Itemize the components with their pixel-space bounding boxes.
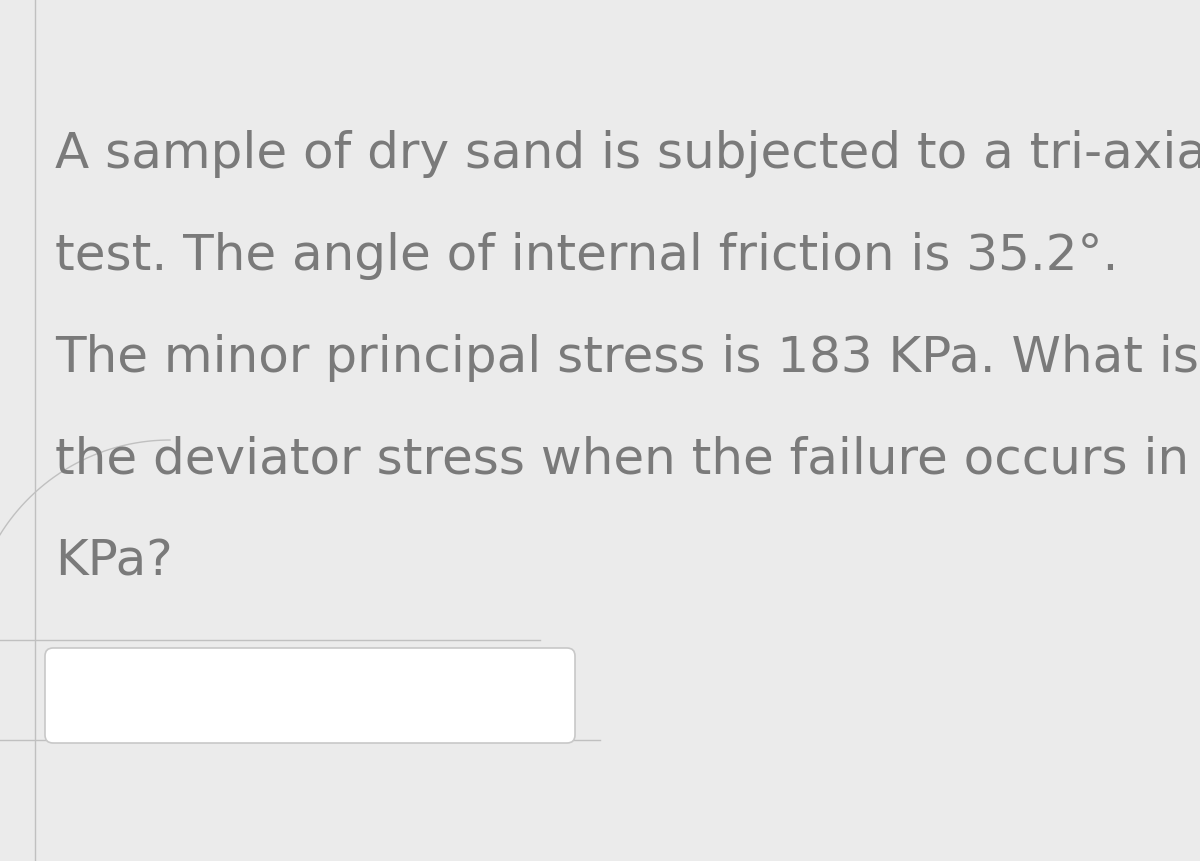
FancyBboxPatch shape: [46, 648, 575, 743]
Text: KPa?: KPa?: [55, 538, 173, 586]
Text: the deviator stress when the failure occurs in: the deviator stress when the failure occ…: [55, 436, 1189, 484]
Text: A sample of dry sand is subjected to a tri-axial: A sample of dry sand is subjected to a t…: [55, 130, 1200, 178]
Text: test. The angle of internal friction is 35.2°.: test. The angle of internal friction is …: [55, 232, 1118, 280]
Text: The minor principal stress is 183 KPa. What is: The minor principal stress is 183 KPa. W…: [55, 334, 1199, 382]
